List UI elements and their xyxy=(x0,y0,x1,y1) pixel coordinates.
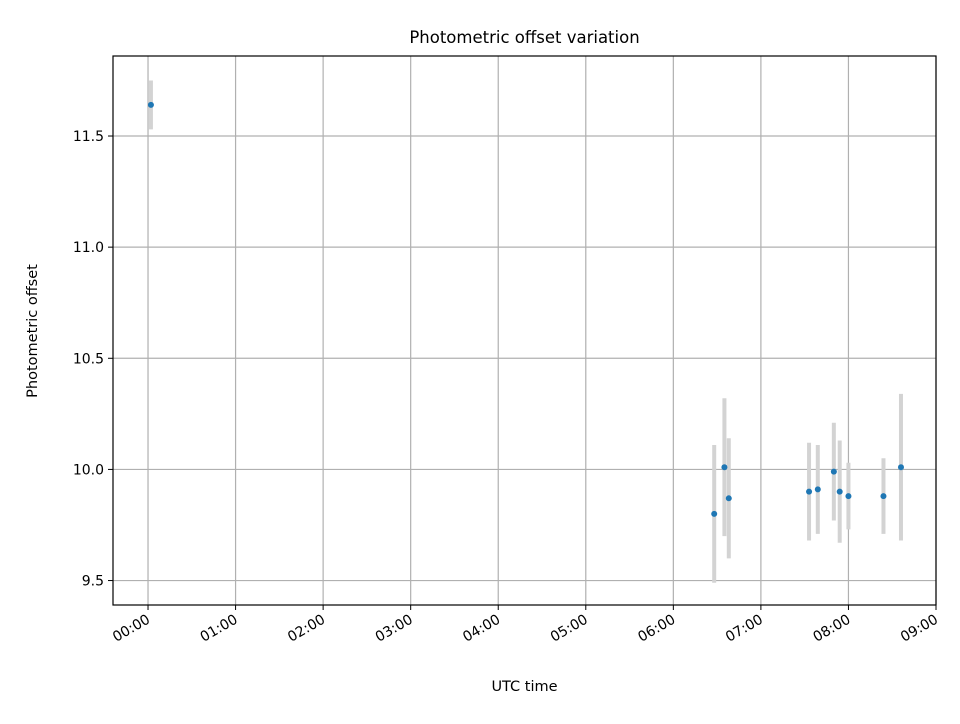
data-point xyxy=(721,464,728,471)
data-point xyxy=(725,495,732,502)
data-point xyxy=(806,488,813,495)
chart-title: Photometric offset variation xyxy=(409,28,639,47)
data-point xyxy=(880,493,887,500)
y-tick-label: 10.5 xyxy=(73,351,104,367)
plot-frame xyxy=(112,55,937,606)
y-tick-label: 10.0 xyxy=(73,462,104,478)
data-layer xyxy=(147,80,904,583)
data-point xyxy=(836,488,843,495)
y-tick-label: 11.0 xyxy=(73,240,104,256)
data-point xyxy=(897,464,904,471)
data-point xyxy=(814,486,821,493)
y-axis-label: Photometric offset xyxy=(25,264,41,398)
data-point xyxy=(147,101,154,108)
x-axis-label: UTC time xyxy=(491,679,557,695)
axes xyxy=(108,55,937,610)
y-tick-label: 11.5 xyxy=(73,129,104,145)
data-point xyxy=(845,493,852,500)
data-point xyxy=(830,468,837,475)
data-point xyxy=(711,510,718,517)
y-tick-label: 9.5 xyxy=(82,574,104,590)
